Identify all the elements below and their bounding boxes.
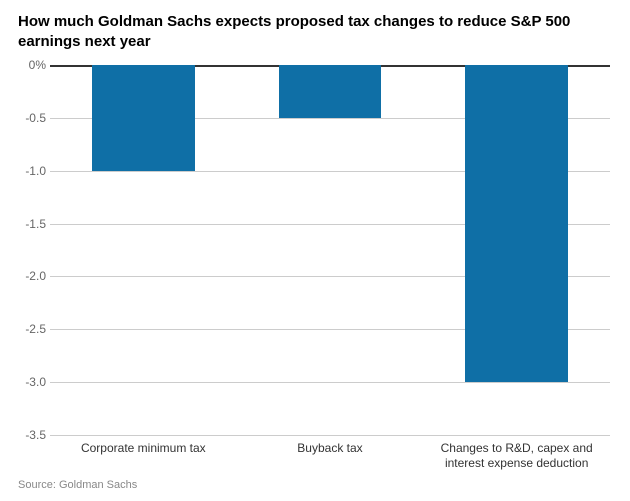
- x-tick-label: Corporate minimum tax: [54, 441, 233, 456]
- y-tick-label: -1.5: [8, 217, 46, 231]
- gridline: [50, 382, 610, 383]
- gridline: [50, 435, 610, 436]
- earnings-impact-chart: How much Goldman Sachs expects proposed …: [0, 0, 630, 501]
- x-tick-label: Buyback tax: [241, 441, 420, 456]
- y-tick-label: -2.5: [8, 322, 46, 336]
- y-tick-label: -2.0: [8, 269, 46, 283]
- bar: [279, 65, 382, 118]
- y-tick-label: -3.5: [8, 428, 46, 442]
- plot-area: 0%-0.5-1.0-1.5-2.0-2.5-3.0-3.5Corporate …: [50, 65, 610, 435]
- bar: [92, 65, 195, 171]
- bar: [465, 65, 568, 382]
- x-tick-label: Changes to R&D, capex and interest expen…: [427, 441, 606, 471]
- chart-title: How much Goldman Sachs expects proposed …: [0, 0, 630, 51]
- y-tick-label: -3.0: [8, 375, 46, 389]
- y-tick-label: -1.0: [8, 164, 46, 178]
- chart-source: Source: Goldman Sachs: [18, 479, 137, 491]
- y-tick-label: -0.5: [8, 111, 46, 125]
- y-tick-label: 0%: [8, 58, 46, 72]
